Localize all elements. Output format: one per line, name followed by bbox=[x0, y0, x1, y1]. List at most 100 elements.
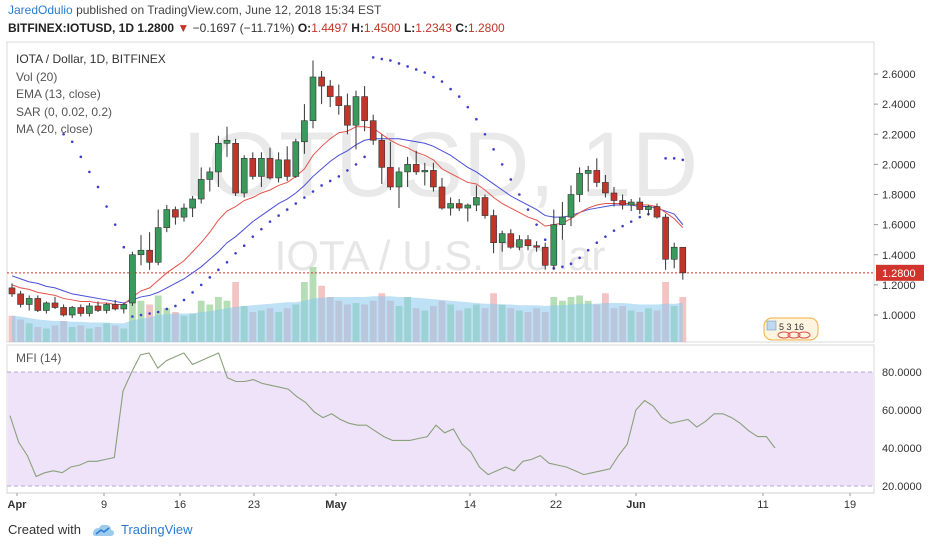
candle-body bbox=[369, 120, 377, 141]
candle bbox=[464, 203, 472, 222]
mfi-tick-label: 40.0000 bbox=[882, 443, 922, 455]
candle-body bbox=[438, 186, 446, 209]
sar-point bbox=[578, 256, 581, 260]
candle bbox=[232, 138, 239, 197]
sar-point bbox=[638, 215, 642, 219]
candle bbox=[679, 246, 687, 280]
candle-body bbox=[464, 204, 472, 209]
candle bbox=[344, 93, 351, 135]
mfi-line bbox=[9, 352, 776, 478]
mfi-legend[interactable]: MFI (14) bbox=[16, 351, 62, 365]
candle bbox=[77, 304, 85, 317]
candle-body bbox=[421, 170, 429, 173]
price-tick-label: 1.0000 bbox=[882, 310, 916, 322]
legend-item-sar[interactable]: SAR (0, 0.02, 0.2) bbox=[16, 104, 113, 119]
mfi-tick-label: 80.0000 bbox=[882, 367, 922, 379]
sar-point bbox=[371, 56, 375, 59]
candle-body bbox=[541, 246, 549, 266]
candle bbox=[103, 302, 110, 314]
candle bbox=[430, 162, 437, 192]
sar-point bbox=[380, 57, 384, 61]
candle-body bbox=[550, 224, 558, 266]
price-tick-label: 1.8000 bbox=[882, 190, 916, 202]
last-price-badge bbox=[876, 264, 924, 281]
candle bbox=[25, 295, 33, 311]
indicator-legend: IOTA / Dollar, 1D, BITFINEX Vol (20) EMA… bbox=[16, 51, 166, 139]
sar-point bbox=[397, 62, 401, 65]
sar-point bbox=[191, 291, 194, 294]
candle-body bbox=[653, 206, 661, 218]
sar-point bbox=[96, 185, 100, 189]
sar-point bbox=[457, 95, 461, 98]
sar-point bbox=[320, 184, 323, 187]
candle bbox=[662, 214, 669, 270]
candle-body bbox=[86, 305, 93, 314]
candle bbox=[576, 167, 583, 203]
candle-body bbox=[387, 167, 394, 188]
sar-point bbox=[105, 205, 108, 208]
sar-point bbox=[604, 235, 607, 238]
candle-body bbox=[490, 215, 497, 243]
candle-body bbox=[576, 173, 583, 195]
sar-point bbox=[535, 223, 538, 226]
sar-point bbox=[260, 227, 263, 231]
published-text: published on TradingView.com, June 12, 2… bbox=[76, 3, 382, 17]
candle bbox=[146, 232, 153, 270]
sar-point bbox=[423, 71, 427, 74]
time-tick-label: 9 bbox=[101, 499, 107, 511]
legend-item-ema[interactable]: EMA (13, close) bbox=[16, 87, 101, 101]
price-tick-label: 2.6000 bbox=[882, 69, 916, 81]
candle bbox=[455, 199, 463, 212]
candle bbox=[610, 186, 618, 207]
candle bbox=[636, 197, 644, 215]
sar-point bbox=[389, 59, 392, 62]
created-with-text: Created with bbox=[8, 522, 81, 537]
sar-point bbox=[199, 283, 203, 287]
candle-body bbox=[8, 287, 16, 295]
candle-body bbox=[34, 298, 42, 311]
sar-point bbox=[113, 223, 117, 226]
candle-body bbox=[430, 170, 437, 188]
legend-title: IOTA / Dollar, 1D, BITFINEX bbox=[16, 52, 166, 66]
price-tick-label: 1.4000 bbox=[882, 250, 916, 262]
candle-body bbox=[584, 170, 592, 174]
candle bbox=[619, 194, 626, 210]
candle-body bbox=[567, 194, 575, 218]
sar-point bbox=[70, 140, 74, 144]
candle bbox=[172, 206, 179, 225]
candle-body bbox=[670, 246, 678, 260]
open-value: 1.4497 bbox=[311, 21, 348, 35]
sar-point bbox=[595, 241, 599, 244]
author-link[interactable]: JaredOdulio bbox=[8, 3, 73, 17]
candle bbox=[266, 147, 274, 180]
events-badge bbox=[763, 317, 819, 341]
open-label: O: bbox=[297, 21, 312, 35]
price-tick-label: 2.4000 bbox=[882, 99, 916, 111]
sar-point bbox=[88, 170, 91, 174]
candle-body bbox=[103, 304, 110, 311]
candle bbox=[361, 86, 368, 132]
legend-item-ma[interactable]: MA (20, close) bbox=[16, 122, 93, 136]
tradingview-logo-icon bbox=[92, 524, 114, 536]
candle-body bbox=[524, 239, 532, 247]
candle-body bbox=[627, 201, 635, 206]
candle-body bbox=[17, 293, 24, 305]
candle-body bbox=[275, 159, 282, 179]
time-tick-label: 23 bbox=[248, 499, 260, 511]
legend-item-volume[interactable]: Vol (20) bbox=[16, 69, 58, 84]
candle-body bbox=[172, 209, 179, 218]
sar-point bbox=[621, 224, 624, 228]
candle bbox=[94, 301, 102, 312]
candle-body bbox=[77, 307, 85, 314]
sar-point bbox=[432, 75, 435, 79]
candle-body bbox=[516, 239, 523, 248]
candle bbox=[516, 235, 523, 251]
watermark-name: IOTA / U.S. Dollar bbox=[275, 232, 606, 279]
candle bbox=[352, 90, 360, 150]
candle-body bbox=[610, 192, 618, 201]
tradingview-link[interactable]: TradingView bbox=[120, 522, 193, 537]
candle bbox=[473, 185, 480, 212]
sar-point bbox=[509, 178, 513, 181]
candle-body bbox=[292, 141, 300, 177]
